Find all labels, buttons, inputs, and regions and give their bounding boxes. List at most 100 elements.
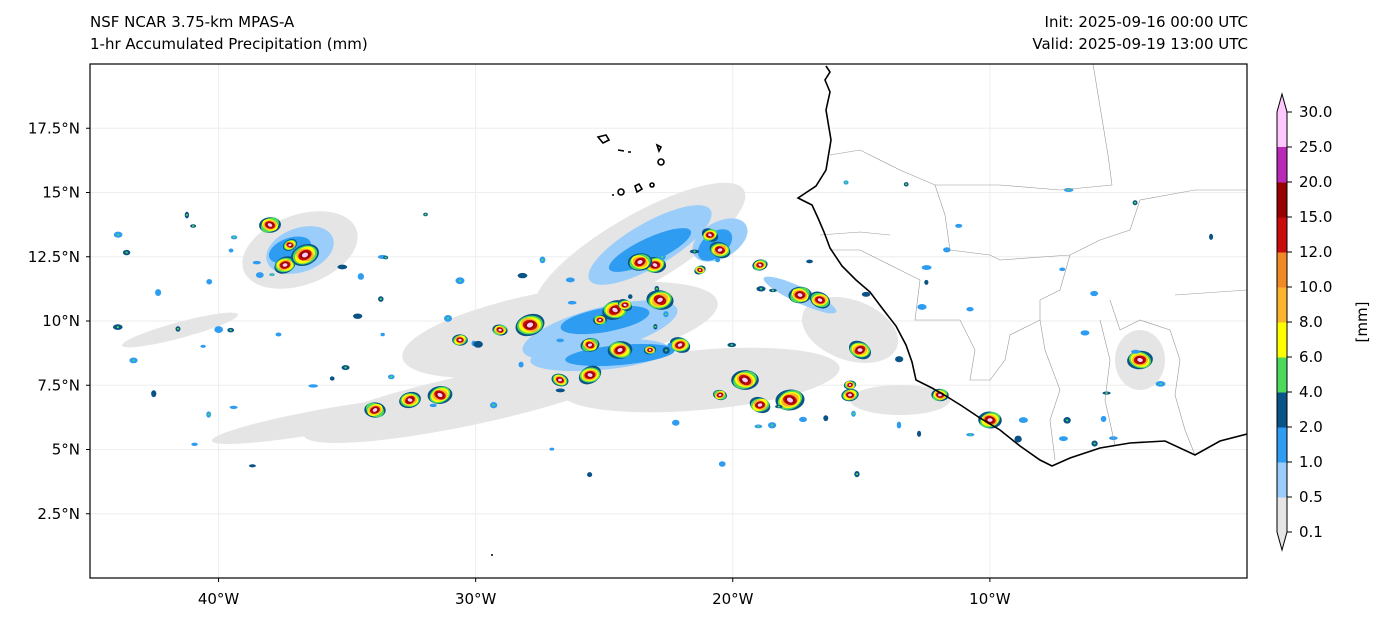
precip-area — [848, 393, 852, 397]
precip-area — [1159, 382, 1162, 385]
colorbar-label: 6.0 — [1299, 348, 1323, 366]
lon-tick-label: 40°W — [198, 590, 240, 608]
precip-area — [379, 298, 383, 301]
init-time: Init: 2025-09-16 00:00 UTC — [1044, 13, 1248, 31]
precip-area — [757, 425, 760, 428]
precip-area — [905, 183, 908, 186]
precip-area — [229, 329, 232, 332]
precip-area — [1018, 417, 1028, 424]
precip-area — [252, 260, 261, 265]
precip-area — [612, 307, 618, 313]
colorbar-segment — [1277, 94, 1287, 147]
lat-tick-label: 15°N — [42, 184, 80, 202]
lon-tick-label: 30°W — [455, 590, 497, 608]
colorbar-label: 1.0 — [1299, 453, 1323, 471]
precip-area — [587, 472, 593, 478]
precip-area — [1100, 415, 1107, 423]
precip-area — [1209, 233, 1214, 240]
precip-area — [437, 392, 443, 398]
precip-area — [424, 213, 427, 216]
precip-area — [132, 359, 135, 362]
precip-area — [718, 393, 722, 397]
lat-tick-label: 17.5°N — [28, 119, 80, 137]
precip-area — [232, 236, 236, 239]
precip-area — [799, 416, 807, 423]
lon-tick-label: 10°W — [969, 590, 1011, 608]
colorbar-segment — [1277, 217, 1287, 253]
precip-area — [446, 317, 450, 320]
precip-area — [176, 327, 180, 330]
precip-area — [797, 293, 803, 297]
precip-area — [567, 300, 577, 305]
precip-area — [861, 291, 871, 297]
precip-area — [801, 297, 899, 363]
precip-area — [786, 397, 794, 403]
precip-area — [627, 294, 633, 299]
precip-area — [617, 347, 623, 353]
precip-area — [372, 408, 378, 412]
precip-area — [844, 181, 848, 184]
precip-area — [1014, 435, 1022, 443]
precip-area — [1059, 436, 1068, 442]
precip-area — [357, 273, 364, 280]
colorbar-label: 10.0 — [1299, 278, 1332, 296]
precip-area — [895, 356, 904, 363]
colorbar-segment — [1277, 392, 1287, 428]
precip-area — [667, 343, 673, 347]
colorbar-segment — [1277, 147, 1287, 183]
colorbar-segment — [1277, 182, 1287, 218]
precip-area — [664, 313, 668, 316]
precip-area — [288, 243, 292, 247]
precip-area — [270, 273, 274, 276]
coastline — [491, 65, 1247, 556]
precip-area — [337, 264, 348, 270]
precip-area — [938, 393, 942, 397]
lat-tick-label: 10°N — [42, 312, 80, 330]
precip-area — [1137, 357, 1143, 363]
precip-area — [855, 473, 859, 476]
precip-area — [191, 442, 198, 447]
precip-area — [556, 338, 565, 343]
precip-area — [458, 338, 462, 342]
precip-area — [1065, 419, 1069, 422]
lat-tick-label: 7.5°N — [37, 376, 80, 394]
precip-area — [116, 233, 120, 236]
precip-area — [267, 223, 273, 227]
precip-area — [654, 325, 657, 328]
precip-area — [191, 225, 195, 228]
colorbar-label: 15.0 — [1299, 208, 1332, 226]
precip-area — [718, 461, 726, 467]
precip-area — [1090, 290, 1099, 297]
precip-area — [116, 326, 120, 329]
precip-area — [473, 340, 483, 348]
field-title: 1-hr Accumulated Precipitation (mm) — [90, 35, 368, 53]
precip-area — [353, 313, 363, 319]
precip-area — [823, 415, 829, 422]
precip-area — [924, 279, 929, 285]
precip-area — [492, 404, 495, 407]
precip-area — [848, 383, 852, 387]
precip-area — [384, 256, 387, 259]
precip-area — [857, 348, 863, 352]
precip-area — [850, 385, 950, 415]
precip-area — [715, 257, 721, 263]
precip-area — [200, 344, 206, 348]
precip-area — [657, 297, 663, 303]
colorbar-label: 2.0 — [1299, 418, 1323, 436]
colorbar-segment — [1277, 322, 1287, 358]
precip-area — [549, 447, 555, 451]
precip-area — [757, 403, 763, 407]
precip-area — [407, 398, 413, 402]
precip-area — [742, 377, 748, 383]
precip-area — [229, 405, 238, 409]
lon-tick-label: 20°W — [712, 590, 754, 608]
colorbar-label: 0.1 — [1299, 523, 1323, 541]
precip-area — [955, 223, 963, 228]
precip-area — [155, 289, 162, 297]
colorbar-segment — [1277, 427, 1287, 463]
precip-area — [1131, 349, 1141, 354]
precip-area — [275, 332, 282, 337]
precip-area — [498, 328, 502, 332]
precip-area — [329, 376, 335, 381]
